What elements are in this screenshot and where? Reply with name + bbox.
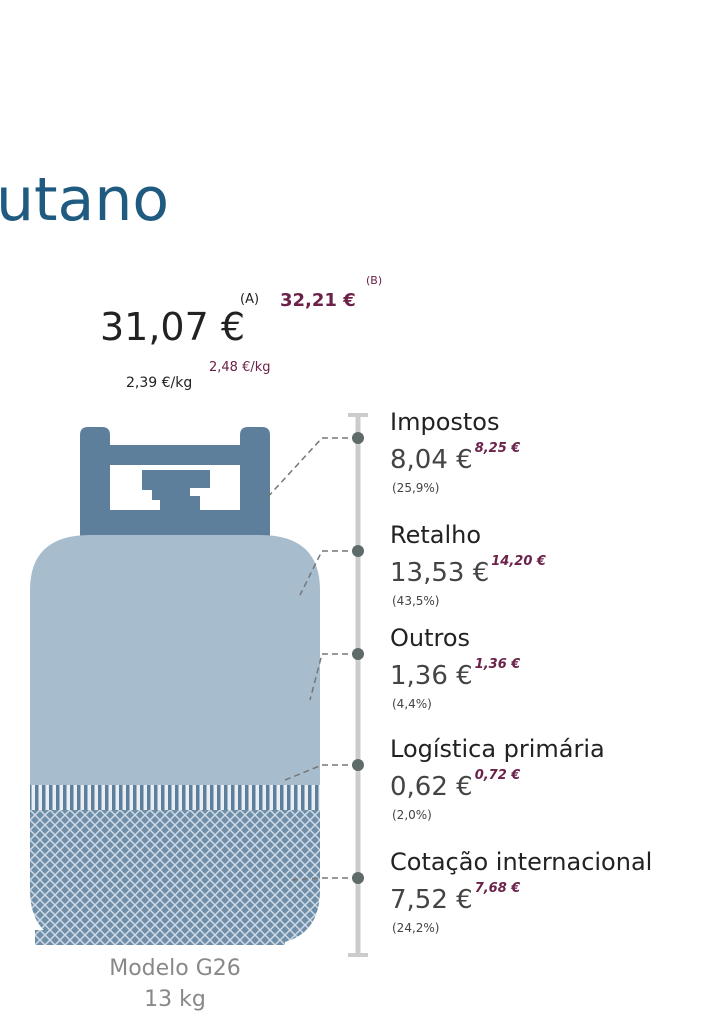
component-alt-value: 14,20 € [491, 554, 546, 569]
component-alt-value: 1,36 € [475, 657, 521, 672]
price-per-kg: 2,39 €/kg [126, 375, 192, 391]
component-alt-value: 0,72 € [475, 768, 521, 783]
component-name: Outros [390, 624, 470, 652]
components: Impostos 8,04 €8,25 € (25,9%) Retalho 13,53 … [264, 408, 652, 935]
leader-line [284, 764, 358, 781]
leader-line [309, 653, 358, 701]
component-alt-value: 8,25 € [475, 441, 521, 456]
gas-cylinder [30, 427, 320, 945]
component-name: Logística primária [390, 735, 605, 763]
title: utano [0, 165, 169, 235]
alt-price: 32,21 € [280, 290, 356, 311]
dot [352, 872, 364, 884]
component-share: (25,9%) [392, 481, 439, 495]
weight: 13 kg [144, 987, 206, 1012]
note-a: (A) [240, 292, 259, 307]
component-share: (4,4%) [392, 697, 432, 711]
component-name: Retalho [390, 521, 481, 549]
component-value: 0,62 € [390, 772, 473, 802]
total-price: 31,07 € [100, 305, 245, 349]
note-b: (B) [366, 274, 382, 287]
dot [352, 432, 364, 444]
component-value: 7,52 € [390, 885, 473, 915]
component-value: 1,36 € [390, 661, 473, 691]
component-name: Cotação internacional [390, 848, 652, 876]
leader-line [299, 550, 358, 596]
leader-line [264, 437, 358, 501]
component-value: 8,04 € [390, 445, 473, 475]
component-share: (2,0%) [392, 808, 432, 822]
component-alt-value: 7,68 € [475, 881, 521, 896]
dot [352, 759, 364, 771]
model: Modelo G26 [109, 956, 241, 981]
alt-price-per-kg: 2,48 €/kg [209, 360, 271, 375]
component-share: (24,2%) [392, 921, 439, 935]
component-value: 13,53 € [390, 558, 489, 588]
leader-line [289, 877, 358, 881]
dot [352, 648, 364, 660]
component-share: (43,5%) [392, 594, 439, 608]
dot [352, 545, 364, 557]
component-name: Impostos [390, 408, 499, 436]
